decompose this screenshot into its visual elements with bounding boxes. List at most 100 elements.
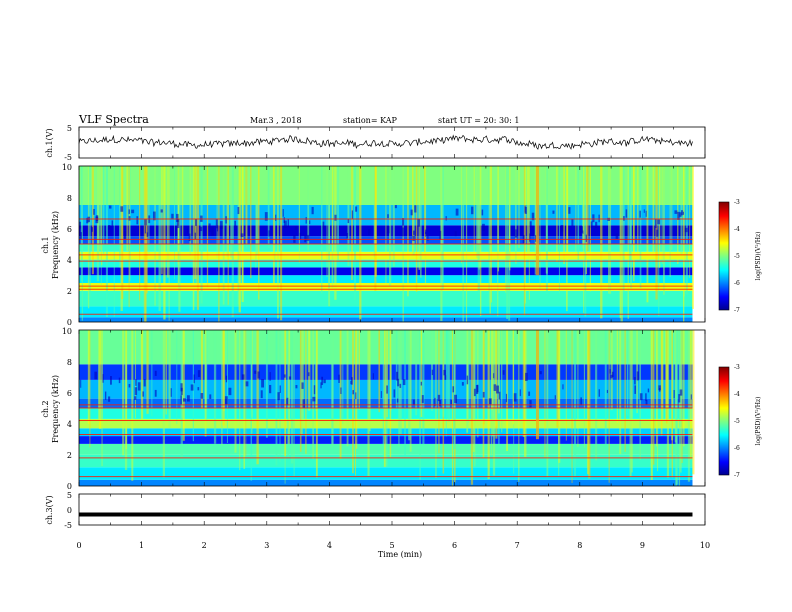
broadband-striation (192, 166, 195, 311)
time-tick-label: 1 (139, 541, 144, 550)
ch2-cb-tick-7: -7 (734, 472, 740, 479)
broadband-striation (646, 166, 649, 303)
broadband-striation (584, 166, 587, 317)
broadband-striation (277, 166, 279, 319)
low-power-speckle (264, 212, 268, 221)
broadband-striation (367, 330, 370, 477)
low-power-speckle (171, 213, 174, 219)
ch3-waveform-frame (78, 493, 706, 526)
low-power-speckle (347, 218, 350, 224)
low-power-speckle (283, 374, 286, 378)
bright-event (535, 330, 539, 440)
spectrogram-band (79, 467, 693, 480)
low-power-speckle (434, 397, 436, 407)
broadband-striation (563, 166, 565, 264)
low-power-speckle (452, 386, 455, 393)
broadband-striation (392, 166, 395, 267)
low-power-speckle (142, 391, 144, 397)
broadband-striation (681, 330, 683, 464)
broadband-striation (404, 330, 406, 467)
low-power-speckle (111, 220, 114, 226)
broadband-striation (373, 166, 375, 257)
broadband-striation (608, 166, 612, 294)
broadband-striation (213, 330, 217, 444)
broadband-striation (522, 330, 526, 437)
low-power-speckle (412, 235, 415, 241)
low-power-speckle (108, 225, 111, 230)
broadband-striation (498, 330, 500, 414)
broadband-striation (299, 330, 302, 452)
broadband-striation (424, 166, 426, 253)
low-power-speckle (496, 385, 499, 394)
broadband-striation (378, 330, 381, 413)
broadband-striation (415, 330, 418, 416)
broadband-striation (687, 330, 691, 482)
low-power-speckle (322, 221, 325, 230)
ch2-spec-ytick-2: 2 (67, 451, 72, 460)
low-power-speckle (80, 232, 82, 240)
low-power-speckle (647, 388, 650, 393)
low-power-speckle (454, 231, 457, 237)
broadband-striation (652, 330, 655, 465)
low-power-speckle (387, 214, 389, 218)
low-power-speckle (286, 397, 289, 406)
broadband-striation (351, 166, 353, 281)
broadband-striation (556, 166, 558, 262)
broadband-striation (546, 330, 549, 478)
low-power-speckle (260, 390, 263, 399)
broadband-striation (279, 330, 281, 462)
low-power-speckle (197, 370, 201, 378)
ch2-spec-ylabel-frequency: Frequency (kHz) (51, 375, 60, 443)
low-power-speckle (421, 395, 424, 403)
broadband-striation (135, 330, 137, 419)
low-power-speckle (219, 221, 223, 229)
broadband-striation (347, 166, 350, 266)
broadband-striation (565, 330, 567, 441)
broadband-striation (473, 166, 475, 253)
broadband-striation (571, 330, 573, 484)
broadband-striation (574, 330, 577, 477)
low-power-speckle (625, 209, 628, 218)
low-power-speckle (585, 234, 587, 243)
broadband-striation (231, 166, 234, 318)
broadband-striation (385, 330, 388, 467)
broadband-striation (656, 330, 658, 447)
low-power-speckle (254, 370, 257, 374)
low-power-speckle (355, 206, 358, 212)
broadband-striation (383, 330, 386, 467)
low-power-speckle (80, 379, 82, 388)
broadband-striation (409, 330, 412, 452)
broadband-striation (121, 166, 124, 299)
broadband-striation (146, 330, 149, 414)
low-power-speckle (277, 392, 280, 401)
broadband-striation (166, 166, 169, 278)
ch1-waveform-line (78, 134, 693, 150)
ch1-cb-tick-5: -5 (734, 253, 740, 260)
broadband-striation (492, 330, 496, 476)
low-power-speckle (568, 207, 571, 214)
low-power-speckle (505, 393, 508, 403)
low-power-speckle (176, 219, 180, 229)
low-power-speckle (560, 225, 564, 232)
low-power-speckle (679, 389, 683, 396)
low-power-speckle (623, 216, 625, 221)
low-power-speckle (269, 372, 271, 381)
low-power-speckle (606, 389, 608, 394)
broadband-striation (258, 166, 260, 300)
broadband-striation (626, 330, 629, 416)
ch1-spec-time-ticks (78, 166, 706, 322)
broadband-striation (490, 166, 492, 303)
low-power-speckle (402, 379, 406, 386)
low-power-speckle (471, 206, 474, 215)
low-power-speckle (283, 217, 285, 224)
low-power-speckle (123, 231, 126, 240)
low-power-speckle (673, 390, 675, 399)
broadband-striation (139, 166, 141, 301)
ch1-spec-ytick-4: 4 (67, 256, 72, 265)
broadband-striation (619, 330, 622, 454)
low-power-speckle (95, 215, 99, 221)
low-power-speckle (372, 373, 374, 380)
ch2-cb-tick-5: -5 (734, 418, 740, 425)
low-power-speckle (410, 209, 413, 216)
broadband-striation (382, 330, 385, 456)
